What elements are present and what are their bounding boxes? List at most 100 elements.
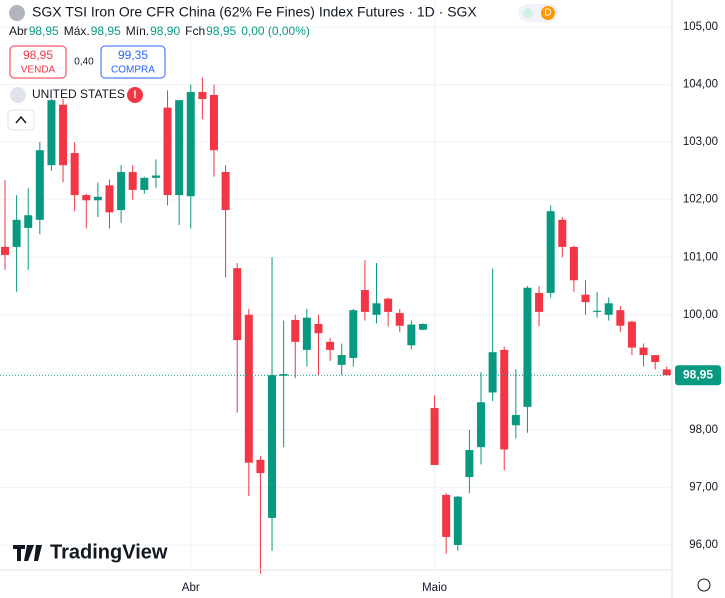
candle-body — [430, 408, 439, 465]
y-tick-label: 104,00 — [683, 79, 718, 91]
legend-label: Fch — [185, 24, 205, 38]
status-dot — [523, 8, 533, 18]
candle-body — [82, 195, 91, 201]
collapse-button[interactable] — [7, 109, 35, 131]
candle-body — [523, 287, 532, 407]
spread: 0,40 — [74, 57, 94, 68]
candle-body — [209, 94, 218, 151]
candle-body — [593, 310, 602, 312]
candle-body — [465, 450, 474, 478]
chart-title: SGX TSI Iron Ore CFR China (62% Fe Fines… — [32, 4, 477, 20]
legend-label: Máx. — [64, 24, 90, 38]
candle-body — [337, 355, 346, 365]
candle-body — [93, 196, 102, 201]
brand-logo — [13, 545, 42, 561]
candle-body — [233, 268, 242, 341]
candle-body — [326, 341, 335, 350]
candle-body — [244, 314, 253, 463]
candle-body — [407, 324, 416, 346]
candle-body — [256, 459, 265, 474]
candle-body — [569, 246, 578, 281]
settings-icon[interactable] — [697, 578, 711, 592]
candle-body — [558, 219, 567, 247]
candle-body — [12, 219, 21, 247]
candle-body — [511, 414, 520, 426]
candle-body — [477, 402, 486, 448]
warning-mark: ! — [133, 89, 137, 101]
market: UNITED STATES — [32, 87, 125, 101]
x-tick-label: Abr — [182, 582, 200, 594]
candle-body — [662, 369, 671, 376]
candle-body — [175, 100, 184, 196]
y-tick-label: 96,00 — [689, 539, 718, 551]
delay-badge — [541, 6, 555, 20]
candle-body — [117, 172, 126, 211]
candle-body — [500, 349, 509, 450]
candle-body — [70, 153, 79, 196]
candle-body — [151, 175, 160, 178]
brand: TradingView — [50, 541, 168, 563]
candle-body — [24, 215, 33, 228]
buy-price: 99,35 — [118, 48, 148, 62]
candle-body — [616, 310, 625, 326]
collapse-icon — [15, 115, 27, 124]
candle-body — [279, 374, 288, 376]
x-tick-label: Maio — [422, 582, 447, 594]
legend-value: 98,90 — [150, 24, 180, 38]
header: SGX TSI Iron Ore CFR China (62% Fe Fines… — [7, 4, 558, 131]
legend-label: Abr — [9, 24, 28, 38]
candle-body — [418, 323, 427, 330]
last-price-tag — [675, 365, 721, 386]
sell-price: 98,95 — [23, 48, 53, 62]
candle-body — [221, 172, 230, 211]
y-tick-label: 98,00 — [689, 424, 718, 436]
candle-body — [35, 150, 44, 220]
market-icon — [10, 87, 26, 103]
candle-body — [198, 92, 207, 99]
candle-body — [488, 352, 497, 393]
candle-body — [604, 303, 613, 315]
candle-body — [372, 303, 381, 315]
candle-body — [128, 172, 137, 190]
legend-value: 98,95 — [91, 24, 121, 38]
y-tick-label: 103,00 — [683, 136, 718, 148]
buy-button[interactable] — [100, 45, 166, 79]
y-tick-label: 101,00 — [683, 251, 718, 263]
plot — [0, 0, 672, 574]
candle-body — [105, 185, 114, 213]
legend-label: Mín. — [126, 24, 149, 38]
candle-body — [59, 104, 68, 166]
buy-label: COMPRA — [111, 65, 155, 76]
candle-body — [314, 323, 323, 334]
candle-body — [384, 298, 393, 312]
candle-body — [47, 100, 56, 166]
candle-body — [291, 319, 300, 342]
legend-value: 98,95 — [29, 24, 59, 38]
candle-body — [535, 292, 544, 312]
candle-body — [395, 313, 404, 326]
sell-button[interactable] — [9, 45, 67, 79]
candle-body — [627, 321, 636, 348]
candle-body — [546, 211, 555, 293]
candle-body — [639, 347, 648, 356]
last-price-label: 98,95 — [683, 367, 713, 381]
candle-body — [651, 355, 660, 362]
legend-change: 0,00 (0,00%) — [241, 24, 310, 38]
delay-letter: D — [544, 8, 551, 19]
candle-body — [1, 246, 9, 255]
candle-body — [140, 177, 149, 190]
sell-label: VENDA — [21, 65, 56, 76]
candle-body — [442, 494, 451, 537]
y-tick-label: 105,00 — [683, 21, 718, 33]
candle-body — [453, 496, 462, 545]
candle-body — [163, 107, 172, 196]
symbol-icon — [9, 5, 25, 21]
candle-body — [186, 92, 195, 197]
candle-body — [581, 294, 590, 303]
warning-icon[interactable] — [127, 87, 143, 103]
candle-body — [349, 310, 358, 358]
y-tick-label: 100,00 — [683, 309, 718, 321]
ohlc-legend: Abr 98,95 Máx. 98,95 Mín. 98,90 Fch 98,95 0,00 (… — [9, 24, 310, 38]
candle-body — [360, 290, 369, 312]
